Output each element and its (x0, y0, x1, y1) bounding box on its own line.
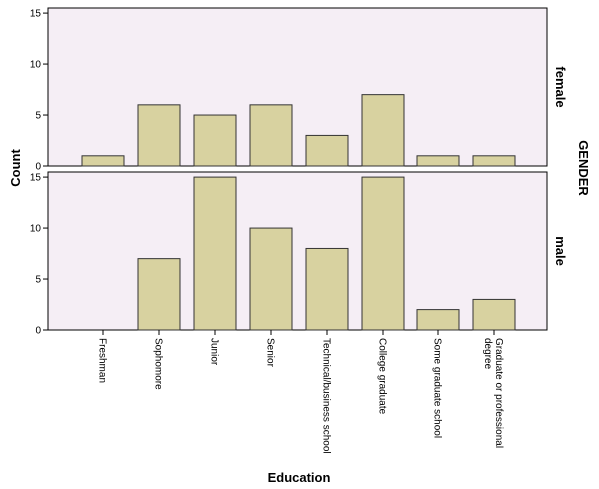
x-tick-label: Technical/business school (321, 338, 332, 454)
bar-female-6 (416, 155, 460, 167)
x-tick-label: Sophomore (153, 338, 164, 390)
bar-male-5 (361, 176, 405, 331)
bar-male-7 (472, 298, 516, 331)
bar-female-2 (193, 114, 237, 167)
panel-male: 0 5 10 15 male (30, 171, 568, 337)
facet-panels: 0 5 10 15 female 0 5 10 15 male (30, 7, 568, 337)
x-axis-title: Education (268, 470, 331, 485)
y-tick-label: 15 (30, 9, 42, 20)
y-tick-label: 15 (30, 173, 42, 184)
x-tick-label: Some graduate school (432, 338, 443, 438)
bar-female-5 (361, 94, 405, 167)
bar-male-2 (193, 176, 237, 331)
y-tick-label: 10 (30, 60, 42, 71)
bar-male-4 (305, 247, 349, 331)
bar-female-3 (249, 104, 293, 167)
x-tick-label: College graduate (377, 338, 388, 415)
y-axis-title: Count (8, 149, 23, 187)
x-tick-label: Senior (265, 338, 276, 368)
panel-background (47, 171, 548, 331)
bar-male-1 (137, 258, 181, 331)
bar-female-0 (81, 155, 125, 167)
y-tick-label: 10 (30, 224, 42, 235)
bar-female-4 (305, 134, 349, 167)
x-tick-labels: Freshman Sophomore Junior Senior Technical/b… (97, 330, 504, 454)
y-tick-label: 5 (35, 111, 41, 122)
y-tick-label: 0 (35, 326, 41, 337)
bar-male-6 (416, 309, 460, 331)
x-tick-label: Junior (209, 338, 220, 366)
panel-background (47, 7, 548, 167)
bar-male-3 (249, 227, 293, 331)
x-tick-label: Graduate or professionaldegree (482, 338, 504, 448)
facet-title: GENDER (576, 140, 591, 196)
facet-label-male: male (553, 236, 568, 266)
panel-female: 0 5 10 15 female (30, 7, 568, 173)
facet-label-female: female (553, 66, 568, 107)
y-tick-label: 5 (35, 275, 41, 286)
bar-female-7 (472, 155, 516, 167)
bar-female-1 (137, 104, 181, 167)
y-tick-label: 0 (35, 162, 41, 173)
x-tick-label: Freshman (97, 338, 108, 383)
